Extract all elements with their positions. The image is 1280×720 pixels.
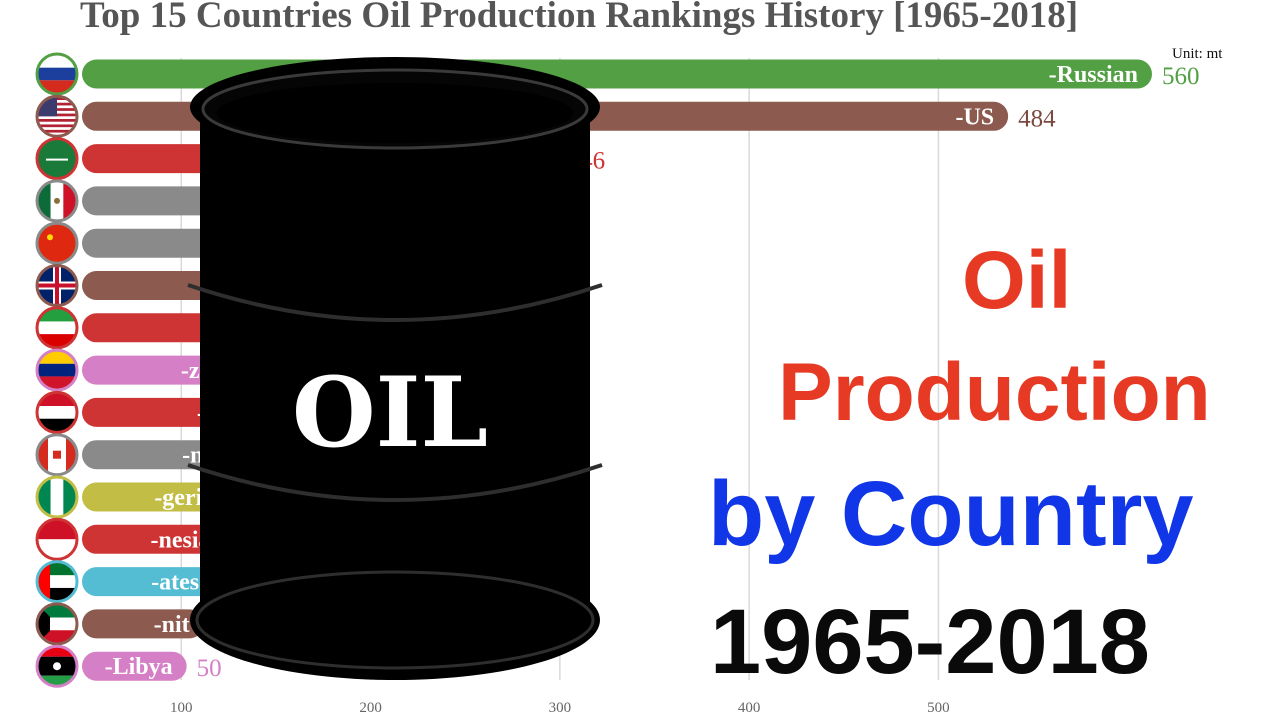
bar-value-label: 560 <box>1162 63 1200 90</box>
kuwait-flag-icon <box>35 602 79 646</box>
canada-flag-icon <box>35 433 79 477</box>
overlay-line-oil: Oil <box>962 235 1072 326</box>
overlay-line-by-country: by Country <box>708 463 1194 565</box>
nigeria-flag-icon <box>35 475 79 519</box>
iran-flag-icon <box>35 306 79 350</box>
bar-category-label: -US <box>955 104 994 130</box>
china-flag-icon <box>35 221 79 265</box>
bar <box>82 524 225 554</box>
bar <box>82 651 187 681</box>
overlay-line-production: Production <box>778 347 1211 438</box>
bar <box>82 609 204 639</box>
oil-barrel-icon: OIL <box>187 57 603 680</box>
overlay-line-years: 1965-2018 <box>710 591 1150 693</box>
venezuela-flag-icon <box>35 348 79 392</box>
russia-flag-icon <box>35 52 79 96</box>
bar-value-label: 50 <box>197 655 222 682</box>
x-tick-label: 500 <box>927 700 950 716</box>
unit-label: Unit: mt <box>1172 46 1223 62</box>
barrel-label: OIL <box>292 356 488 469</box>
indonesia-flag-icon <box>35 517 79 561</box>
flags <box>35 52 79 688</box>
bar-category-label: -Russian <box>1049 62 1138 88</box>
uk-flag-icon <box>35 264 79 307</box>
saudi-arabia-flag-icon <box>35 137 79 181</box>
x-tick-label: 200 <box>359 700 382 716</box>
libya-flag-icon <box>35 644 79 688</box>
mexico-flag-icon <box>35 179 79 223</box>
x-tick-label: 400 <box>738 700 761 716</box>
bar-category-label: -ates <box>151 570 199 596</box>
bar-category-label: -nit <box>154 612 190 638</box>
bar <box>82 567 214 597</box>
x-tick-labels: 100 200 300 400 500 <box>170 700 950 716</box>
x-tick-label: 300 <box>549 700 572 716</box>
iraq-flag-icon <box>35 390 79 434</box>
bar-category-label: -Libya <box>105 654 173 680</box>
uae-flag-icon <box>35 560 79 604</box>
x-tick-label: 100 <box>170 700 193 716</box>
us-flag-icon <box>35 94 79 138</box>
bar <box>82 482 229 512</box>
chart-title: Top 15 Countries Oil Production Rankings… <box>80 0 1079 36</box>
bar-value-label: 484 <box>1018 105 1056 132</box>
